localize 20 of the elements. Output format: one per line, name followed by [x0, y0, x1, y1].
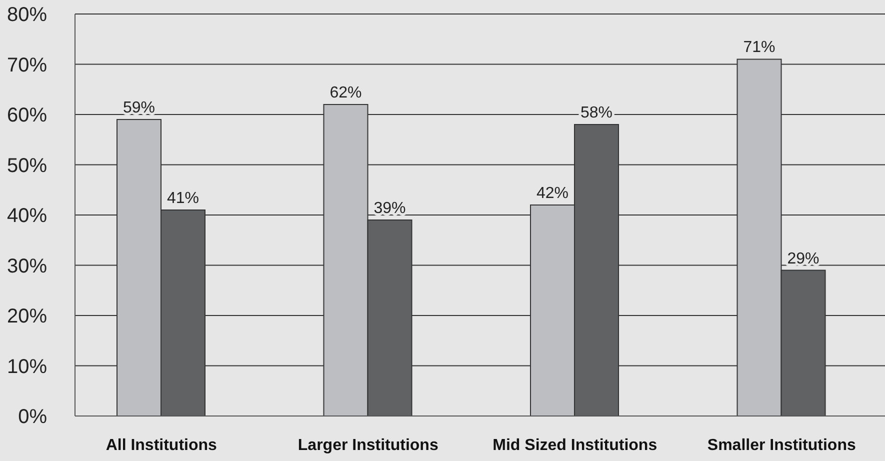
data-label: 71% [743, 39, 776, 56]
data-label: 59% [122, 100, 156, 117]
y-tick-label: 20% [6, 306, 48, 328]
data-label: 41% [166, 190, 200, 207]
data-label: 62% [330, 84, 362, 102]
y-tick-label: 60% [6, 104, 48, 126]
x-tick-label: All Institutions [106, 437, 218, 454]
data-label: 29% [787, 250, 820, 268]
y-tick-label: 30% [6, 255, 48, 278]
y-tick-label: 0% [18, 406, 48, 428]
y-tick-label: 40% [6, 205, 48, 227]
y-tick-label: 80% [6, 4, 48, 26]
data-label: 42% [536, 184, 569, 202]
x-tick-label: Larger Institutions [298, 437, 438, 454]
x-tick-label: Smaller Institutions [707, 437, 856, 454]
y-tick-label: 50% [6, 154, 48, 177]
y-tick-label: 10% [6, 356, 48, 378]
x-tick-label: Mid Sized Institutions [492, 437, 658, 454]
data-label: 39% [374, 200, 406, 218]
y-tick-label: 70% [6, 54, 48, 76]
